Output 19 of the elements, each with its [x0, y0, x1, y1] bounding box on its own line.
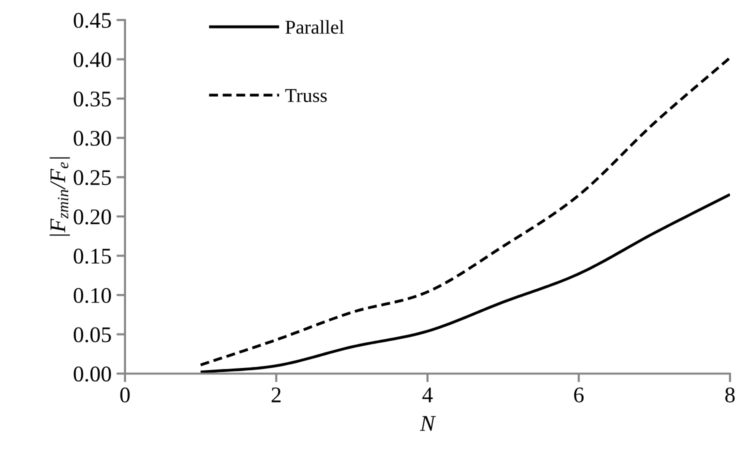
y-tick-label: 0.00 — [74, 366, 111, 382]
y-tick-label: 0.20 — [74, 209, 111, 224]
y-tick-label: 0.30 — [74, 130, 111, 146]
y-tick-label: 0.35 — [74, 92, 111, 107]
y-tick-label: 0.40 — [74, 52, 111, 68]
legend-label: Truss — [285, 89, 327, 102]
x-tick-label: 8 — [725, 387, 735, 402]
x-tick-label: 2 — [272, 388, 281, 402]
y-tick-label: 0.05 — [74, 327, 111, 342]
y-tick-label: 0.15 — [74, 248, 111, 264]
x-tick-label: 6 — [574, 388, 584, 402]
x-tick-label: 0 — [120, 387, 130, 402]
y-tick-label: 0.45 — [74, 12, 111, 28]
y-tick-label: 0.25 — [74, 170, 111, 186]
x-tick-label: 4 — [422, 388, 433, 402]
legend-label: Parallel — [285, 20, 344, 34]
y-axis-title: |F$_{zmin}$/F$_{e}$| — [50, 157, 70, 236]
y-tick-label: 0.10 — [74, 288, 111, 304]
x-axis-title: N — [420, 416, 436, 431]
